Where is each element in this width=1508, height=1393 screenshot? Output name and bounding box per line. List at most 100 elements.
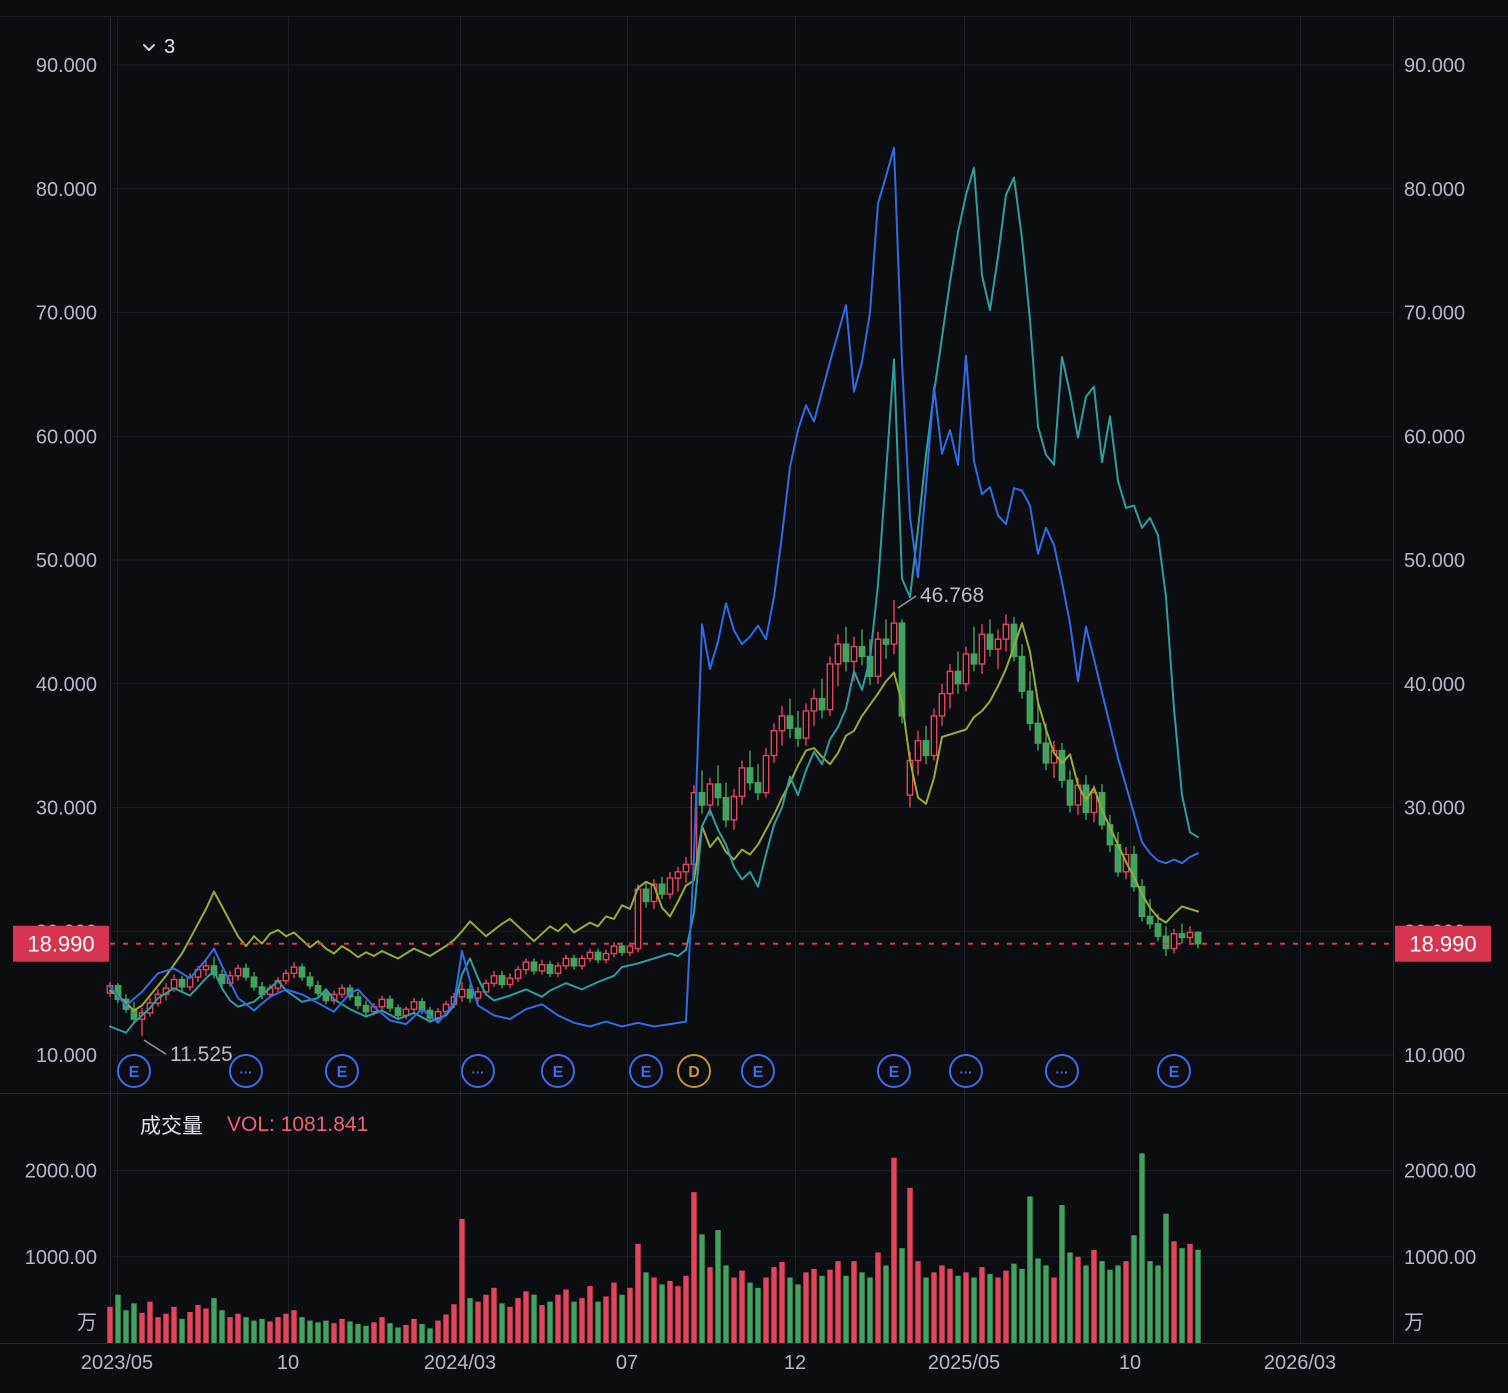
candle-up (586, 951, 594, 960)
candles-layer (106, 599, 1202, 1037)
last-price-badge-right: 18.990 (1395, 925, 1491, 962)
candle-down (618, 945, 626, 953)
volume-bar (523, 1291, 529, 1343)
annotation-high: 46.768 (920, 584, 984, 607)
event-marker-···[interactable]: ··· (229, 1054, 263, 1088)
volume-bar (219, 1310, 225, 1343)
volume-bar (563, 1289, 569, 1343)
svg-text:70.000: 70.000 (1404, 303, 1465, 325)
price-axis-left[interactable]: 90.000 80.000 70.000 60.000 50.000 40.000 30.0… (36, 55, 97, 1067)
event-marker-E[interactable]: E (629, 1054, 663, 1088)
candle-down (1042, 742, 1050, 764)
candle-down (354, 996, 362, 1007)
volume-bar (531, 1294, 537, 1343)
volume-bar (651, 1277, 657, 1343)
volume-legend[interactable]: 成交量 VOL: 1081.841 (140, 1110, 368, 1140)
candle-down (322, 992, 330, 1002)
event-markers[interactable]: E ··· E ··· E E D E E ··· ··· E (117, 1054, 1191, 1088)
event-marker-···[interactable]: ··· (461, 1054, 495, 1088)
price-axis-right[interactable]: 90.000 80.000 70.000 60.000 50.000 40.000 30.0… (1404, 55, 1465, 1067)
symbol-legend[interactable]: 3 (142, 36, 175, 59)
candle-down (1162, 935, 1170, 950)
candle-up (610, 945, 618, 955)
candle-down (714, 783, 722, 799)
event-marker-E[interactable]: E (541, 1054, 575, 1088)
volume-bar (1027, 1196, 1033, 1343)
volume-bar (1043, 1265, 1049, 1343)
event-marker-E[interactable]: E (741, 1054, 775, 1088)
volume-axis-left[interactable]: 2000.00 1000.00 万 (25, 1161, 97, 1334)
volume-bar (579, 1298, 585, 1343)
volume-bar (259, 1318, 265, 1343)
volume-bar (283, 1313, 289, 1343)
volume-bar (779, 1261, 785, 1343)
candle-down (218, 973, 226, 984)
volume-bar (227, 1317, 233, 1343)
event-marker-E[interactable]: E (325, 1054, 359, 1088)
volume-bar (819, 1275, 825, 1343)
candle-up (994, 638, 1002, 650)
volume-bar (203, 1308, 209, 1343)
volume-bar (883, 1265, 889, 1343)
svg-text:E: E (1169, 1064, 1180, 1081)
volume-bar (771, 1267, 777, 1343)
volume-bar (739, 1270, 745, 1343)
candle-up (738, 767, 746, 798)
candle-up (1186, 931, 1194, 939)
volume-bar (307, 1320, 313, 1343)
volume-bar (1139, 1153, 1145, 1343)
volume-bar (675, 1286, 681, 1343)
volume-bar (403, 1324, 409, 1343)
volume-axis-right[interactable]: 2000.00 1000.00 万 (1404, 1161, 1476, 1334)
event-marker-E[interactable]: E (1157, 1054, 1191, 1088)
volume-bar (1163, 1213, 1169, 1343)
svg-text:E: E (129, 1064, 140, 1081)
event-marker-E[interactable]: E (117, 1054, 151, 1088)
svg-text:80.000: 80.000 (1404, 179, 1465, 201)
time-axis[interactable]: 2023/05 10 2024/03 07 12 2025/05 10 2026/03 (81, 1352, 1336, 1374)
candle-up (410, 1001, 418, 1010)
volume-bar (299, 1317, 305, 1343)
candle-down (1026, 690, 1034, 725)
candle-up (602, 952, 610, 961)
volume-bar (907, 1187, 913, 1343)
candle-down (818, 697, 826, 711)
volume-bar (1099, 1261, 1105, 1343)
svg-text:50.000: 50.000 (36, 550, 97, 572)
volume-bar (107, 1306, 113, 1343)
event-marker-E[interactable]: E (877, 1054, 911, 1088)
svg-text:40.000: 40.000 (1404, 674, 1465, 696)
candle-down (842, 643, 850, 663)
candle-down (1066, 779, 1074, 806)
volume-bar (1035, 1258, 1041, 1343)
candle-down (594, 951, 602, 961)
volume-bar (939, 1265, 945, 1343)
candle-down (1154, 923, 1162, 937)
candle-up (202, 965, 210, 971)
volume-bar (955, 1275, 961, 1343)
svg-text:90.000: 90.000 (36, 55, 97, 77)
volume-bar (339, 1318, 345, 1343)
event-marker-···[interactable]: ··· (1045, 1054, 1079, 1088)
volume-bar (979, 1267, 985, 1343)
svg-text:07: 07 (616, 1352, 638, 1374)
volume-bar (731, 1277, 737, 1343)
volume-bar (899, 1248, 905, 1343)
volume-bar (491, 1287, 497, 1343)
event-marker-···[interactable]: ··· (949, 1054, 983, 1088)
volume-bar (443, 1314, 449, 1343)
svg-text:2026/03: 2026/03 (1264, 1352, 1336, 1374)
volume-bar (691, 1192, 697, 1343)
volume-bar (803, 1272, 809, 1343)
candle-up (490, 975, 498, 984)
volume-bar (891, 1157, 897, 1343)
overlay-line-blue (109, 146, 1199, 1028)
candle-up (282, 972, 290, 982)
svg-text:80.000: 80.000 (36, 179, 97, 201)
volume-bar (347, 1321, 353, 1343)
event-marker-D[interactable]: D (677, 1054, 711, 1088)
volume-bar (611, 1282, 617, 1343)
volume-bar (1123, 1261, 1129, 1343)
